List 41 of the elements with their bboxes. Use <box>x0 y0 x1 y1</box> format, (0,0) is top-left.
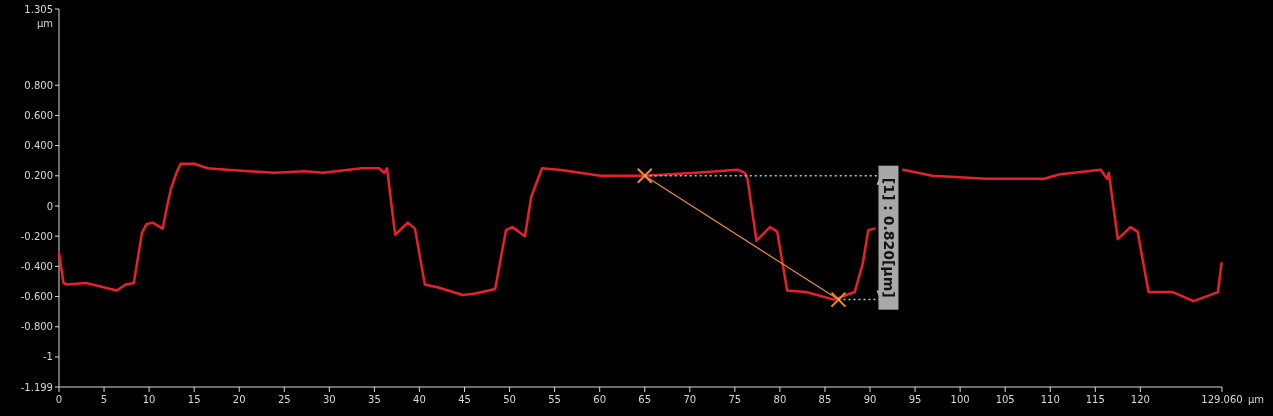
x-tick-label: 105 <box>995 394 1015 405</box>
y-axis-title: µm <box>36 17 53 29</box>
x-tick-label: 115 <box>1085 394 1105 405</box>
y-tick-label: -0.400 <box>20 260 53 272</box>
x-tick-label: 80 <box>773 394 787 405</box>
x-tick-label: 120 <box>1130 394 1150 405</box>
y-tick-label: -0.600 <box>20 291 53 303</box>
x-axis-title: µm <box>1248 394 1265 405</box>
x-tick-label: 30 <box>322 394 336 405</box>
x-tick-label: 35 <box>368 394 381 405</box>
y-tick-label: 0 <box>46 200 53 212</box>
annotation: [1] : 0.820[µm] <box>880 177 897 298</box>
x-tick-label: 100 <box>950 394 970 405</box>
x-tick-label: 20 <box>232 394 246 405</box>
y-tick-label: -0.800 <box>20 321 53 333</box>
x-tick-label: 5 <box>100 394 108 405</box>
y-tick-label: 0.800 <box>24 79 53 91</box>
x-tick-label: 15 <box>187 394 201 405</box>
x-tick-label: 90 <box>863 394 877 405</box>
y-tick-label: 1.305 <box>24 3 53 15</box>
x-tick-label: 55 <box>548 394 561 405</box>
x-tick-label: 85 <box>818 394 832 405</box>
y-tick-label: -1 <box>43 351 53 363</box>
x-tick-label: 110 <box>1040 394 1060 405</box>
x-tick-label: 10 <box>142 394 156 405</box>
x-tick-label: 40 <box>413 394 426 405</box>
x-tick-label: 70 <box>683 394 697 405</box>
x-tick-label: 45 <box>458 394 471 405</box>
y-tick-label: 0.600 <box>24 109 53 121</box>
x-tick-label: 0 <box>55 394 63 405</box>
x-tick-label: 25 <box>277 394 291 405</box>
y-tick-label: 0.400 <box>24 140 53 152</box>
x-tick-label: 75 <box>728 394 742 405</box>
y-tick-label: 0.200 <box>24 170 53 182</box>
x-tick-label: 95 <box>908 394 922 405</box>
x-tick-label: 60 <box>593 394 607 405</box>
x-tick-label: 50 <box>503 394 516 405</box>
y-tick-label: -0.200 <box>20 230 53 242</box>
x-tick-label: 65 <box>638 394 652 405</box>
y-tick-label: -1.199 <box>20 381 53 393</box>
x-tick-label: 129.060 <box>1201 394 1243 405</box>
